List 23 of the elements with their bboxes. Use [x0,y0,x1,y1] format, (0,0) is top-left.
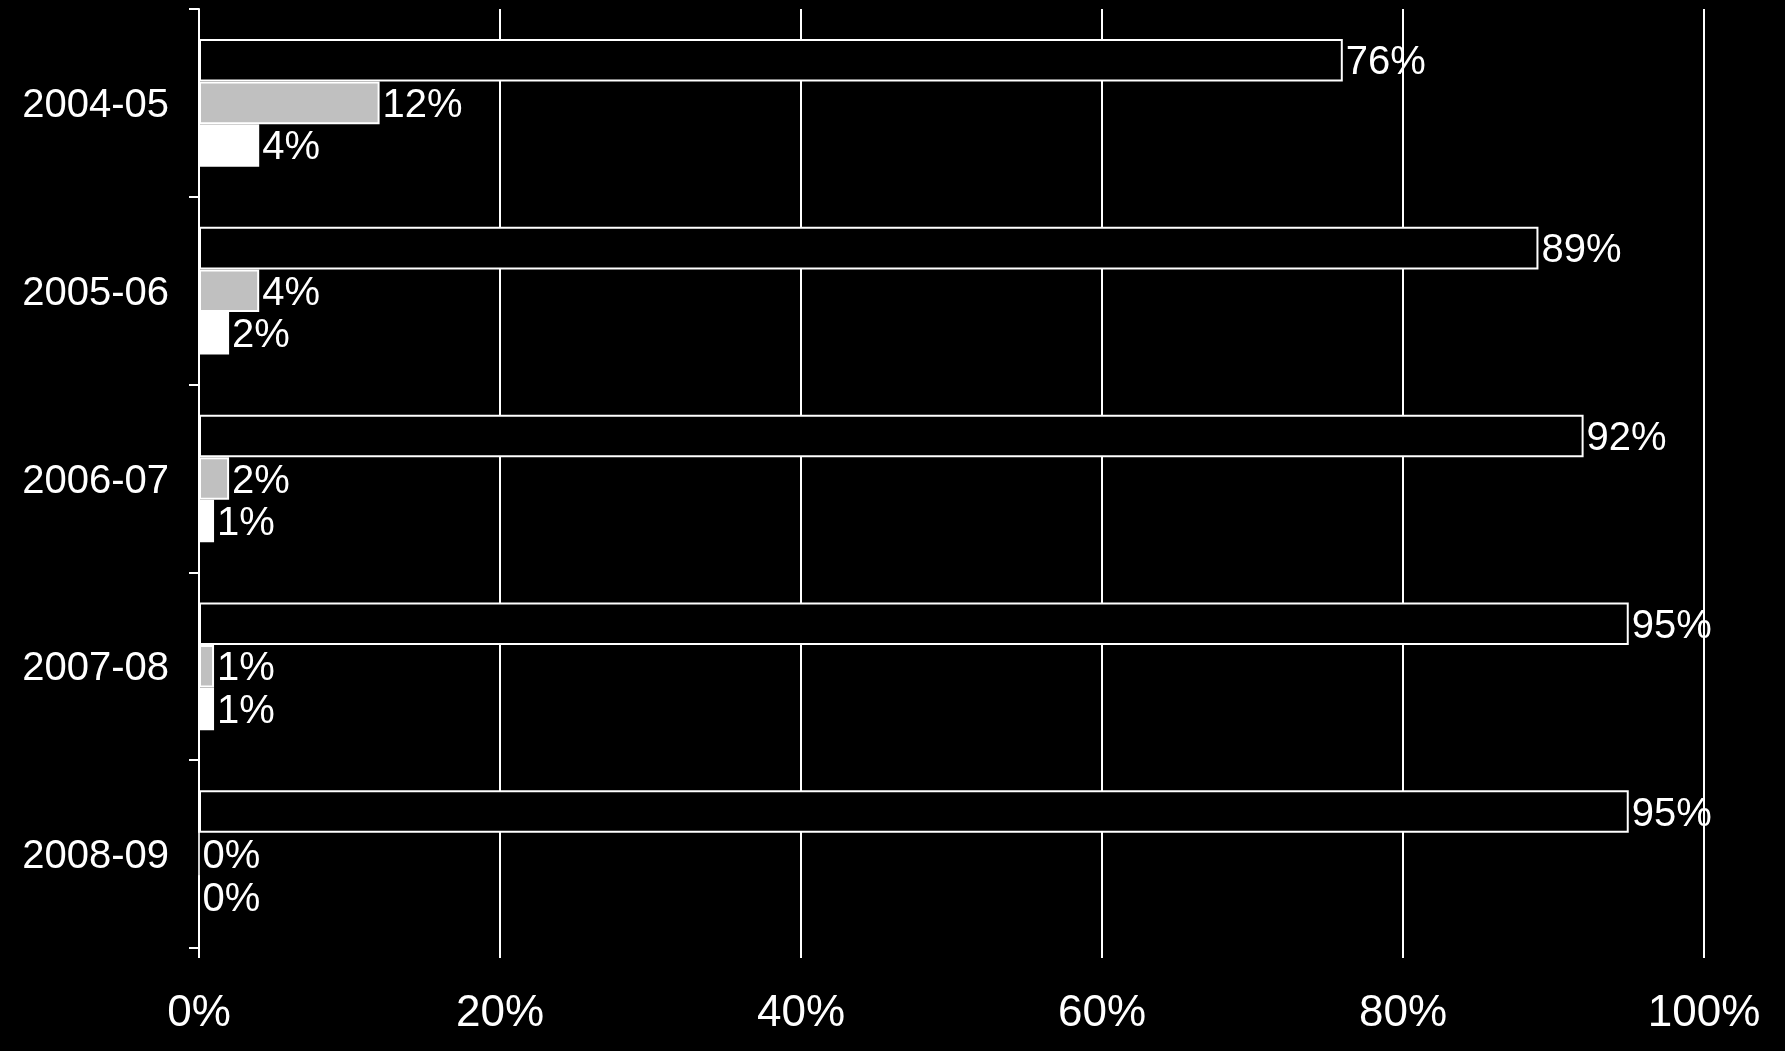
data-label: 92% [1586,413,1667,458]
data-label: 4% [262,268,321,313]
x-tick-label: 40% [756,985,846,1035]
x-tick-label: 0% [167,985,231,1035]
data-label: 0% [202,832,261,877]
data-label: 2% [232,311,290,356]
y-tick-label: 2006-07 [22,456,169,501]
data-label: 2% [232,456,290,501]
data-label: 1% [217,686,275,731]
data-label: 0% [202,874,261,919]
x-tick-label: 20% [455,985,545,1035]
x-tick-label: 80% [1358,985,1448,1035]
data-label: 4% [262,123,321,168]
y-tick-label: 2005-06 [22,268,169,313]
y-tick-label: 2007-08 [22,644,169,689]
x-tick-label: 60% [1057,985,1147,1035]
y-tick-label: 2008-09 [22,832,169,877]
y-tick-label: 2004-05 [22,80,169,125]
data-label: 1% [217,499,275,544]
data-label: 12% [382,80,463,125]
data-label: 1% [217,644,275,689]
data-label: 89% [1541,226,1622,271]
x-tick-label: 100% [1647,985,1761,1035]
